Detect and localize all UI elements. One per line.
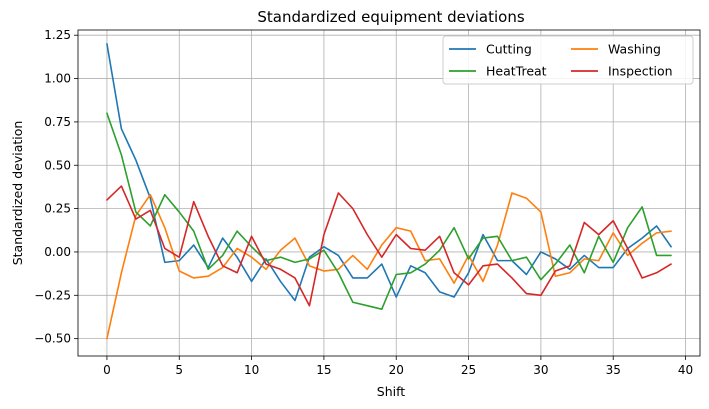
y-tick-label: 0.25 — [44, 202, 71, 216]
legend-box — [442, 35, 694, 85]
x-axis-label: Shift — [377, 384, 406, 399]
series-line-cutting — [106, 43, 672, 302]
legend-label-washing: Washing — [608, 42, 661, 57]
legend: Cutting Washing HeatTreat Inspection — [442, 35, 694, 85]
series-line-inspection — [106, 185, 672, 307]
series-line-heattreat — [106, 112, 672, 310]
x-axis: 0 5 10 15 20 25 30 35 40 — [103, 356, 693, 377]
y-axis-label: Standardized deviation — [10, 121, 25, 266]
x-tick-label: 5 — [175, 363, 183, 377]
x-tick-label: 25 — [461, 363, 476, 377]
y-tick-label: −0.50 — [34, 332, 71, 346]
x-tick-label: 35 — [606, 363, 621, 377]
y-tick-label: 0.50 — [44, 158, 71, 172]
x-tick-label: 20 — [389, 363, 404, 377]
y-tick-label: −0.25 — [34, 288, 71, 302]
x-tick-label: 40 — [678, 363, 693, 377]
y-tick-label: 1.25 — [44, 28, 71, 42]
x-tick-label: 15 — [316, 363, 331, 377]
y-axis: −0.50 −0.25 0.00 0.25 0.50 0.75 1.00 1.25 — [34, 28, 78, 346]
y-tick-label: 1.00 — [44, 72, 71, 86]
plot-area-frame — [77, 29, 701, 357]
x-tick-label: 30 — [533, 363, 548, 377]
legend-label-cutting: Cutting — [486, 42, 532, 57]
series-lines — [106, 43, 672, 340]
y-tick-label: 0.00 — [44, 245, 71, 259]
y-tick-label: 0.75 — [44, 115, 71, 129]
legend-label-heattreat: HeatTreat — [486, 64, 547, 79]
x-tick-label: 10 — [244, 363, 259, 377]
series-line-washing — [106, 192, 672, 340]
chart-title: Standardized equipment deviations — [257, 8, 524, 26]
x-tick-label: 0 — [103, 363, 111, 377]
legend-label-inspection: Inspection — [608, 64, 673, 79]
